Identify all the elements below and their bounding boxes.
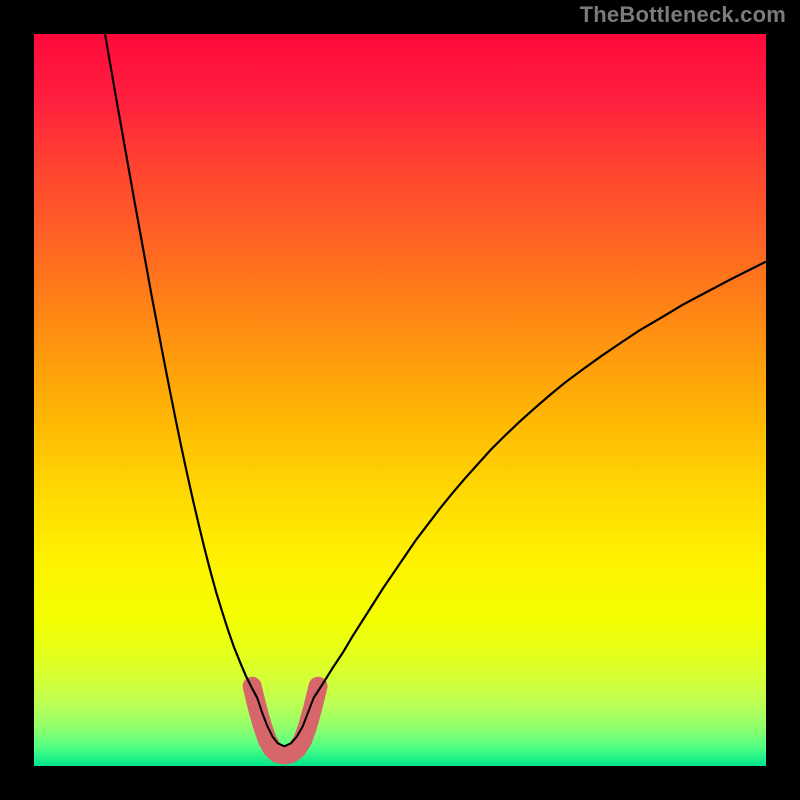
outer-frame: TheBottleneck.com: [0, 0, 800, 800]
chart-svg: [34, 34, 766, 766]
plot-area: [34, 34, 766, 766]
chart-background: [34, 34, 766, 766]
watermark-text: TheBottleneck.com: [580, 2, 786, 28]
